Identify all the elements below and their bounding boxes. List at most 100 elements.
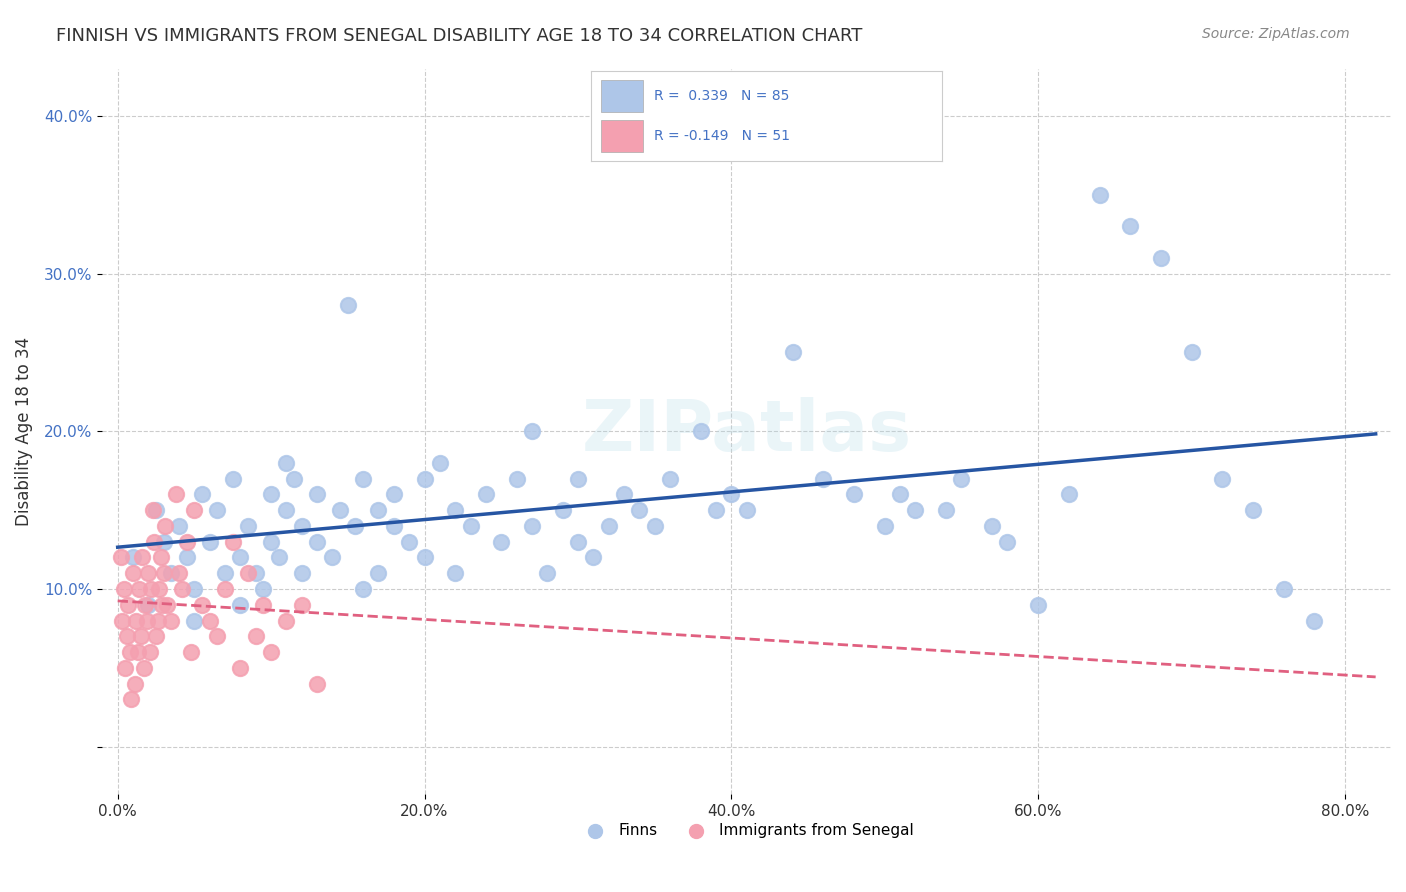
- Point: [413, 550, 436, 565]
- Point: [129, 629, 152, 643]
- Point: [145, 503, 167, 517]
- Point: [149, 550, 172, 565]
- Point: [198, 534, 221, 549]
- Point: [112, 582, 135, 596]
- Point: [260, 534, 283, 549]
- Point: [110, 550, 132, 565]
- Point: [720, 487, 742, 501]
- Point: [291, 566, 314, 581]
- Point: [229, 550, 252, 565]
- Point: [628, 503, 651, 517]
- Point: [382, 519, 405, 533]
- Point: [307, 487, 329, 501]
- Point: [222, 534, 245, 549]
- Point: [398, 534, 420, 549]
- Point: [659, 472, 682, 486]
- Point: [582, 550, 605, 565]
- Point: [252, 598, 274, 612]
- Point: [889, 487, 911, 501]
- Point: [138, 566, 160, 581]
- Point: [782, 345, 804, 359]
- Point: [155, 519, 177, 533]
- Point: [1211, 472, 1233, 486]
- Point: [505, 472, 527, 486]
- Point: [1150, 251, 1173, 265]
- Point: [134, 598, 156, 612]
- Point: [245, 566, 267, 581]
- Point: [813, 472, 835, 486]
- Point: [180, 645, 202, 659]
- Point: [236, 519, 259, 533]
- Point: [283, 472, 305, 486]
- Point: [236, 566, 259, 581]
- Point: [997, 534, 1019, 549]
- Point: [267, 550, 290, 565]
- Point: [1026, 598, 1049, 612]
- Point: [117, 598, 139, 612]
- Point: [191, 598, 214, 612]
- Point: [489, 534, 512, 549]
- Point: [520, 519, 543, 533]
- Point: [276, 503, 298, 517]
- Point: [222, 472, 245, 486]
- Point: [613, 487, 636, 501]
- Point: [689, 424, 711, 438]
- Point: [598, 519, 620, 533]
- Y-axis label: Disability Age 18 to 34: Disability Age 18 to 34: [15, 336, 32, 525]
- Point: [382, 487, 405, 501]
- Point: [176, 550, 198, 565]
- Point: [367, 503, 389, 517]
- Point: [520, 424, 543, 438]
- Point: [336, 298, 359, 312]
- Point: [150, 598, 173, 612]
- Point: [143, 534, 166, 549]
- Point: [475, 487, 498, 501]
- Point: [291, 519, 314, 533]
- Point: [152, 566, 174, 581]
- Point: [644, 519, 666, 533]
- Text: FINNISH VS IMMIGRANTS FROM SENEGAL DISABILITY AGE 18 TO 34 CORRELATION CHART: FINNISH VS IMMIGRANTS FROM SENEGAL DISAB…: [56, 27, 863, 45]
- Point: [111, 614, 134, 628]
- Point: [352, 582, 374, 596]
- Point: [329, 503, 352, 517]
- Text: R =  0.339   N = 85: R = 0.339 N = 85: [654, 89, 789, 103]
- Point: [429, 456, 451, 470]
- Point: [536, 566, 558, 581]
- Point: [704, 503, 727, 517]
- Point: [321, 550, 343, 565]
- Point: [198, 614, 221, 628]
- Point: [904, 503, 927, 517]
- Point: [183, 582, 205, 596]
- Point: [132, 661, 155, 675]
- Text: Source: ZipAtlas.com: Source: ZipAtlas.com: [1202, 27, 1350, 41]
- FancyBboxPatch shape: [602, 120, 644, 152]
- Point: [307, 676, 329, 690]
- Point: [167, 519, 190, 533]
- Point: [141, 582, 163, 596]
- Text: ZIPatlas: ZIPatlas: [582, 397, 911, 466]
- Point: [252, 582, 274, 596]
- Point: [981, 519, 1004, 533]
- FancyBboxPatch shape: [602, 80, 644, 112]
- Point: [950, 472, 973, 486]
- Point: [1180, 345, 1202, 359]
- Point: [139, 645, 162, 659]
- Point: [444, 566, 467, 581]
- Point: [842, 487, 865, 501]
- Point: [142, 503, 165, 517]
- Point: [127, 645, 149, 659]
- Point: [122, 550, 145, 565]
- Point: [1272, 582, 1295, 596]
- Point: [444, 503, 467, 517]
- Point: [307, 534, 329, 549]
- Point: [207, 503, 229, 517]
- Point: [122, 566, 145, 581]
- Point: [260, 487, 283, 501]
- Point: [291, 598, 314, 612]
- Point: [214, 582, 236, 596]
- Point: [229, 598, 252, 612]
- Text: R = -0.149   N = 51: R = -0.149 N = 51: [654, 128, 790, 143]
- Point: [138, 598, 160, 612]
- Point: [183, 503, 205, 517]
- Legend: Finns, Immigrants from Senegal: Finns, Immigrants from Senegal: [574, 817, 920, 845]
